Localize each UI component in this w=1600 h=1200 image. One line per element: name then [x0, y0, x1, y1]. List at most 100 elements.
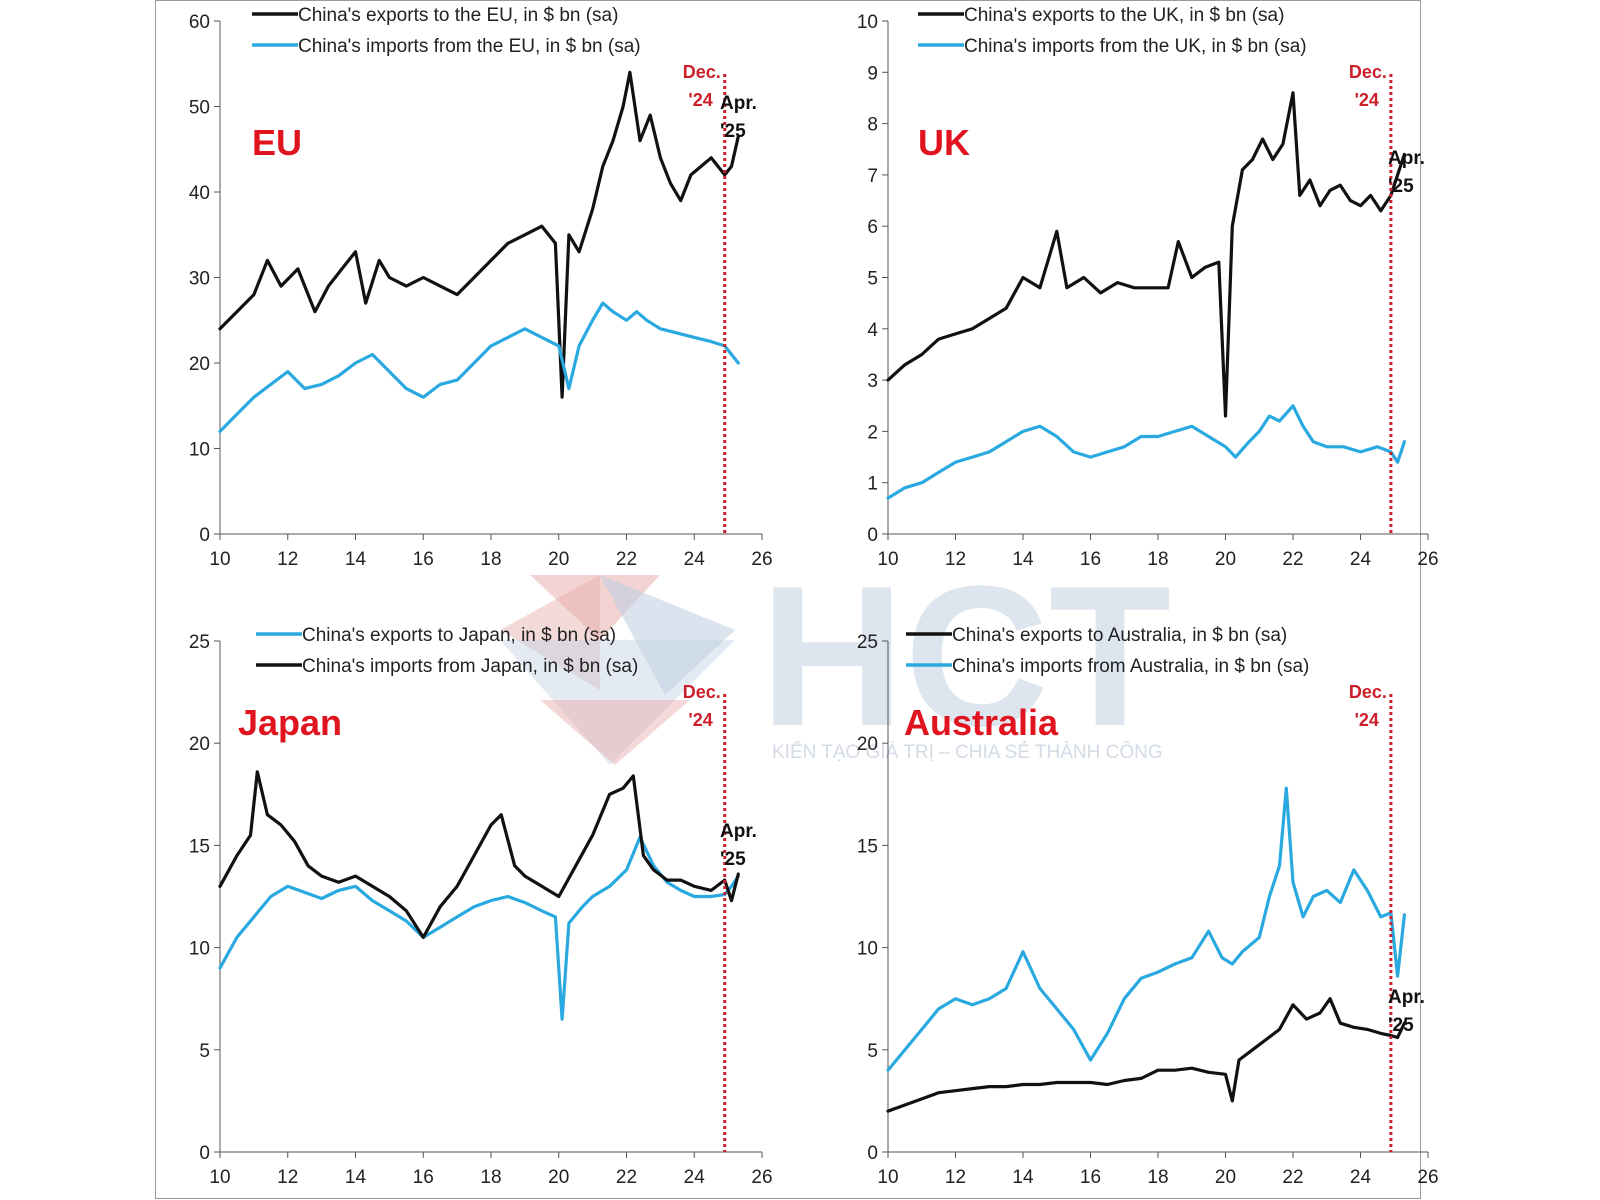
- x-tick-label: 20: [1215, 1167, 1236, 1188]
- y-tick-label: 15: [857, 836, 878, 857]
- x-tick-label: 20: [548, 1167, 569, 1188]
- x-tick-label: 14: [1012, 549, 1034, 570]
- y-tick-label: 0: [867, 1143, 878, 1164]
- end-label: Apr.: [720, 821, 757, 842]
- legend-entry: China's exports to the EU, in $ bn (sa): [298, 5, 618, 26]
- x-tick-label: 26: [751, 1167, 772, 1188]
- x-tick-label: 12: [945, 1167, 966, 1188]
- x-tick-label: 26: [751, 549, 772, 570]
- x-tick-label: 16: [1080, 549, 1101, 570]
- marker-label: Dec.: [683, 682, 721, 702]
- marker-label: Dec.: [1349, 682, 1387, 702]
- watermark-shape: [500, 640, 735, 765]
- y-tick-label: 0: [199, 525, 210, 546]
- panel-title: Australia: [904, 702, 1059, 743]
- legend-entry: China's imports from Australia, in $ bn …: [952, 656, 1309, 677]
- watermark-tagline: KIẾN TẠO GIÁ TRỊ – CHIA SẺ THÀNH CÔNG: [772, 741, 1163, 763]
- end-label: Apr.: [720, 93, 757, 114]
- legend-entry: China's exports to Australia, in $ bn (s…: [952, 625, 1287, 646]
- y-tick-label: 30: [189, 269, 210, 290]
- x-tick-label: 18: [480, 549, 501, 570]
- y-tick-label: 20: [857, 734, 878, 755]
- x-tick-label: 24: [684, 1167, 706, 1188]
- marker-label: Dec.: [1349, 62, 1387, 82]
- x-tick-label: 12: [945, 549, 966, 570]
- watermark-shape: [540, 700, 690, 765]
- series-line: [886, 404, 1406, 500]
- panel-australia: 0 5 10 15 20 25 10 12 14 16 18 20 22 24 26 Dec. '24 Apr. '…: [857, 625, 1439, 1188]
- y-tick-label: 6: [867, 217, 878, 238]
- series-line: [886, 786, 1406, 1072]
- x-tick-label: 20: [1215, 549, 1236, 570]
- series-line: [886, 997, 1406, 1113]
- x-tick-label: 18: [1147, 1167, 1168, 1188]
- y-tick-label: 10: [189, 939, 210, 960]
- y-tick-label: 7: [867, 166, 878, 187]
- x-tick-label: 10: [209, 1167, 230, 1188]
- panel-title: EU: [252, 122, 302, 163]
- x-tick-label: 22: [616, 549, 637, 570]
- series-line: [218, 770, 740, 939]
- y-tick-label: 10: [857, 939, 878, 960]
- y-tick-label: 1: [867, 474, 878, 495]
- end-label: '25: [1388, 1015, 1414, 1036]
- x-tick-label: 10: [877, 549, 898, 570]
- x-tick-label: 10: [877, 1167, 898, 1188]
- y-tick-label: 3: [867, 371, 878, 392]
- panel-japan: 0 5 10 15 20 25 10 12 14 16 18 20 22 24 26 Dec. '24 Apr. '…: [189, 625, 773, 1188]
- panel-title: Japan: [238, 702, 342, 743]
- end-label: Apr.: [1388, 987, 1425, 1008]
- x-tick-label: 24: [1350, 549, 1372, 570]
- y-tick-label: 60: [189, 12, 210, 33]
- y-tick-label: 40: [189, 183, 210, 204]
- figure-border: [155, 0, 1421, 1199]
- x-tick-label: 14: [345, 549, 367, 570]
- legend-entry: China's exports to the UK, in $ bn (sa): [964, 5, 1284, 26]
- series-line: [218, 835, 740, 1021]
- x-tick-label: 16: [1080, 1167, 1101, 1188]
- y-tick-label: 5: [867, 1041, 878, 1062]
- y-tick-label: 9: [867, 63, 878, 84]
- marker-label: '24: [1355, 710, 1379, 730]
- series-line: [218, 301, 740, 433]
- x-tick-label: 16: [413, 1167, 434, 1188]
- x-tick-label: 24: [1350, 1167, 1372, 1188]
- y-tick-label: 4: [867, 320, 878, 341]
- y-tick-label: 20: [189, 734, 210, 755]
- marker-label: '24: [688, 710, 712, 730]
- y-tick-label: 10: [857, 12, 878, 33]
- x-tick-label: 10: [209, 549, 230, 570]
- panel-title: UK: [918, 122, 970, 163]
- x-tick-label: 20: [548, 549, 569, 570]
- y-tick-label: 0: [199, 1143, 210, 1164]
- x-tick-label: 26: [1417, 1167, 1438, 1188]
- y-tick-label: 10: [189, 440, 210, 461]
- x-tick-label: 22: [1282, 549, 1303, 570]
- watermark-logo-text: HCT: [760, 545, 1171, 768]
- y-tick-label: 0: [867, 525, 878, 546]
- marker-label: '24: [688, 90, 712, 110]
- y-tick-label: 2: [867, 422, 878, 443]
- y-tick-label: 25: [857, 632, 878, 653]
- x-tick-label: 22: [616, 1167, 637, 1188]
- end-label: '25: [1388, 176, 1414, 197]
- watermark-shape: [600, 575, 735, 695]
- marker-label: '24: [1355, 90, 1379, 110]
- y-tick-label: 20: [189, 354, 210, 375]
- x-tick-label: 24: [684, 549, 706, 570]
- y-tick-label: 15: [189, 836, 210, 857]
- x-tick-label: 22: [1282, 1167, 1303, 1188]
- legend-entry: China's imports from Japan, in $ bn (sa): [302, 656, 638, 677]
- series-line: [218, 70, 740, 399]
- legend-entry: China's imports from the EU, in $ bn (sa…: [298, 36, 641, 57]
- x-tick-label: 16: [413, 549, 434, 570]
- watermark-logo: HCT KIẾN TẠO GIÁ TRỊ – CHIA SẺ THÀNH CÔN…: [500, 545, 1171, 768]
- y-tick-label: 25: [189, 632, 210, 653]
- series-line: [886, 91, 1406, 418]
- x-tick-label: 12: [277, 1167, 298, 1188]
- y-tick-label: 5: [867, 269, 878, 290]
